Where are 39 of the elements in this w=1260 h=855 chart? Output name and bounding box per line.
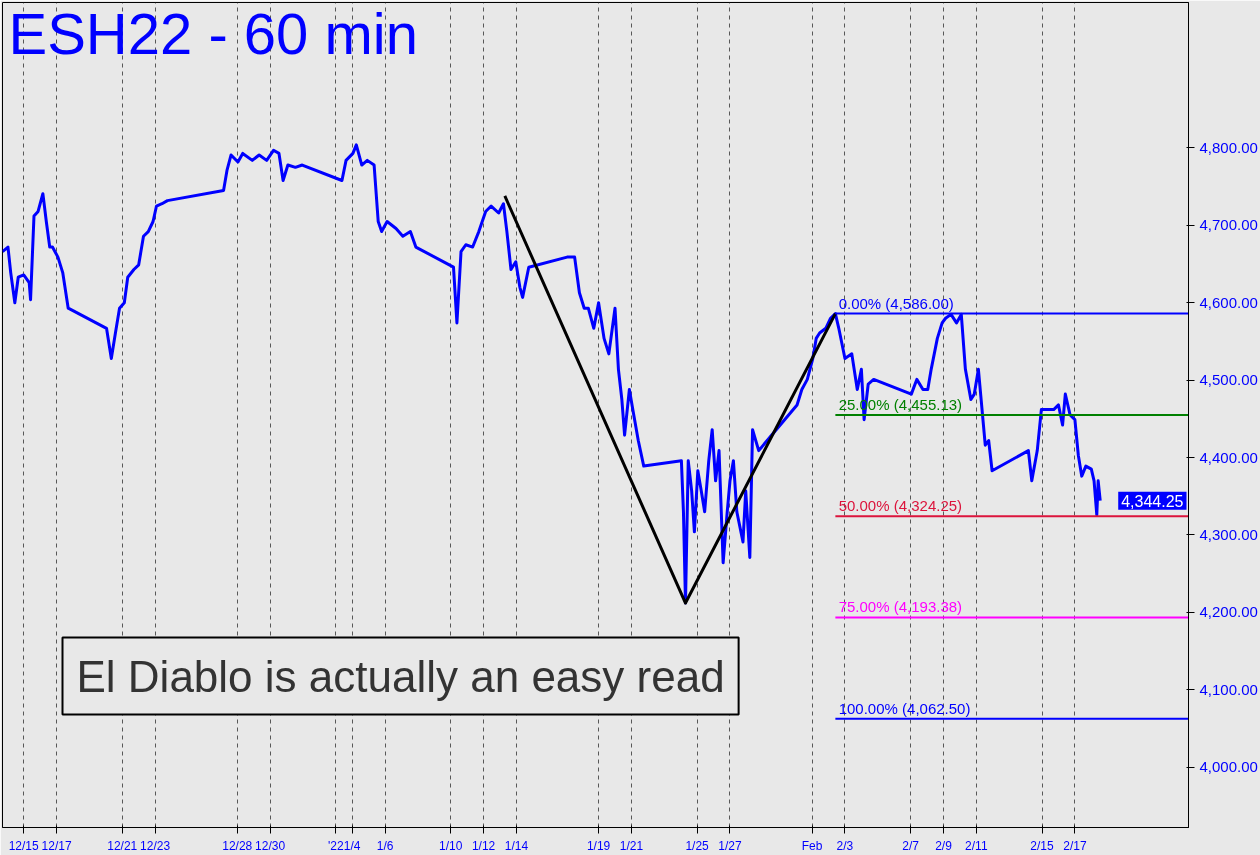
- x-tick-label: 12/23: [140, 838, 171, 853]
- x-tick-label: 1/19: [586, 838, 611, 853]
- y-tick-label: 4,200.00: [1199, 603, 1258, 621]
- x-tick-label: 1/25: [685, 838, 710, 853]
- x-tick-label: 2/17: [1063, 838, 1087, 853]
- x-tick-label: 1/27: [718, 838, 742, 853]
- series-label: 50.00% (4,324.25): [838, 497, 963, 515]
- x-tick-label: 12/21: [107, 838, 138, 853]
- y-tick-label: 4,700.00: [1199, 216, 1258, 234]
- y-tick-label: 4,500.00: [1199, 371, 1258, 389]
- x-tick-label: 12/17: [41, 838, 72, 853]
- x-tick-label: '22: [327, 838, 344, 853]
- x-tick-label: 2/11: [965, 838, 988, 853]
- y-tick-label: 4,000.00: [1199, 758, 1258, 776]
- y-tick-label: 4,800.00: [1199, 139, 1258, 156]
- series-label: 75.00% (4,193.38): [838, 598, 963, 616]
- series-label: 100.00% (4,062.50): [838, 699, 971, 717]
- y-tick-label: 4,100.00: [1199, 680, 1258, 698]
- x-tick-label: 1/21: [619, 838, 644, 853]
- x-tick-label: 12/15: [8, 838, 40, 853]
- chart-title: ESH22 - 60 min: [8, 0, 418, 66]
- x-tick-label: 1/12: [471, 838, 496, 853]
- x-tick-label: 2/15: [1030, 838, 1055, 853]
- series-label: 0.00% (4,586.00): [838, 294, 954, 312]
- y-tick-label: 4,300.00: [1199, 525, 1258, 543]
- annotation: 4,344.25: [1121, 492, 1184, 510]
- x-tick-label: 12/28: [222, 838, 253, 853]
- x-tick-label: 2/3: [836, 838, 854, 853]
- x-tick-label: 1/10: [439, 838, 463, 853]
- x-tick-label: 1/4: [343, 838, 361, 853]
- x-tick-label: 1/14: [504, 838, 529, 853]
- x-tick-label: 1/6: [376, 838, 394, 853]
- y-tick-label: 4,600.00: [1199, 293, 1258, 311]
- x-tick-label: 2/9: [935, 838, 953, 853]
- x-tick-label: Feb: [801, 838, 823, 853]
- x-tick-label: 12/30: [255, 838, 286, 853]
- y-tick-label: 4,400.00: [1199, 448, 1258, 466]
- x-tick-label: 2/7: [902, 838, 920, 853]
- annotation: El Diablo is actually an easy read: [76, 651, 725, 701]
